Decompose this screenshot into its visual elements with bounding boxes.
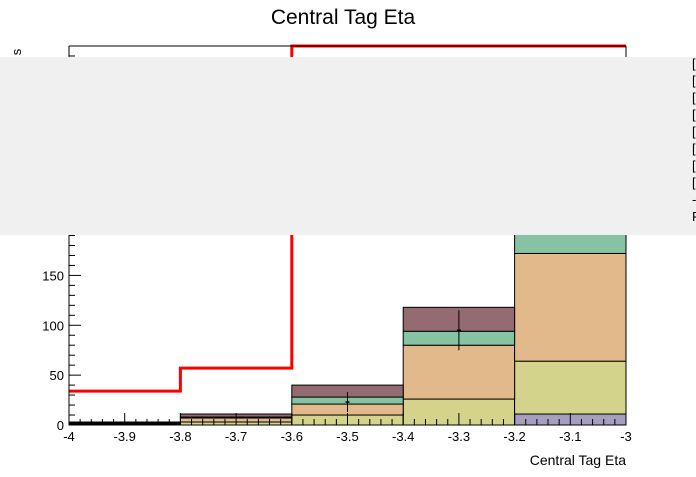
legend-marker-2: [ xyxy=(692,90,696,105)
y-axis-label-fragment: s xyxy=(9,48,24,55)
bar-segment-3-4 xyxy=(514,233,627,254)
legend-marker-0: [ xyxy=(692,56,696,71)
x-tick-label-8: -3.2 xyxy=(503,429,525,444)
y-tick-label-1: 50 xyxy=(50,368,64,383)
bar-segment-2-3 xyxy=(402,344,516,400)
x-tick-label-3: -3.7 xyxy=(225,429,247,444)
legend-marker-5: [ xyxy=(692,141,696,156)
x-tick-label-1: -3.9 xyxy=(113,429,135,444)
x-tick-label-9: -3.1 xyxy=(559,429,581,444)
x-tick-label-6: -3.4 xyxy=(392,429,414,444)
x-tick-label-0: -4 xyxy=(63,429,75,444)
legend-marker-4: [ xyxy=(692,124,696,139)
plot-layer: -4 -3.9 -3.8 -3.7 -3.6 -3.5 -3.4 -3.3 -3.2 -3.1 -3… xyxy=(0,44,696,444)
chart-title: Central Tag Eta xyxy=(271,6,416,29)
legend-marker-7: [ xyxy=(692,175,696,190)
bar-segment-1-4 xyxy=(514,360,627,415)
x-axis-label: Central Tag Eta xyxy=(530,452,626,468)
x-tick-label-10: -3 xyxy=(620,429,632,444)
legend-marker-9: F xyxy=(692,209,696,224)
x-tick-label-7: -3.3 xyxy=(448,429,470,444)
bar-segment-2-4 xyxy=(514,252,627,362)
legend-marker-6: [ xyxy=(692,158,696,173)
legend-marker-8: - xyxy=(692,192,696,207)
x-tick-label-4: -3.6 xyxy=(281,429,303,444)
x-tick-label-5: -3.5 xyxy=(336,429,358,444)
legend-marker-3: [ xyxy=(692,107,696,122)
legend-marker-1: [ xyxy=(692,73,696,88)
y-tick-label-2: 100 xyxy=(42,318,64,333)
overlay-panel xyxy=(0,57,696,235)
y-tick-label-0: 0 xyxy=(57,418,64,433)
y-tick-label-3: 150 xyxy=(42,268,64,283)
x-tick-label-2: -3.8 xyxy=(169,429,191,444)
